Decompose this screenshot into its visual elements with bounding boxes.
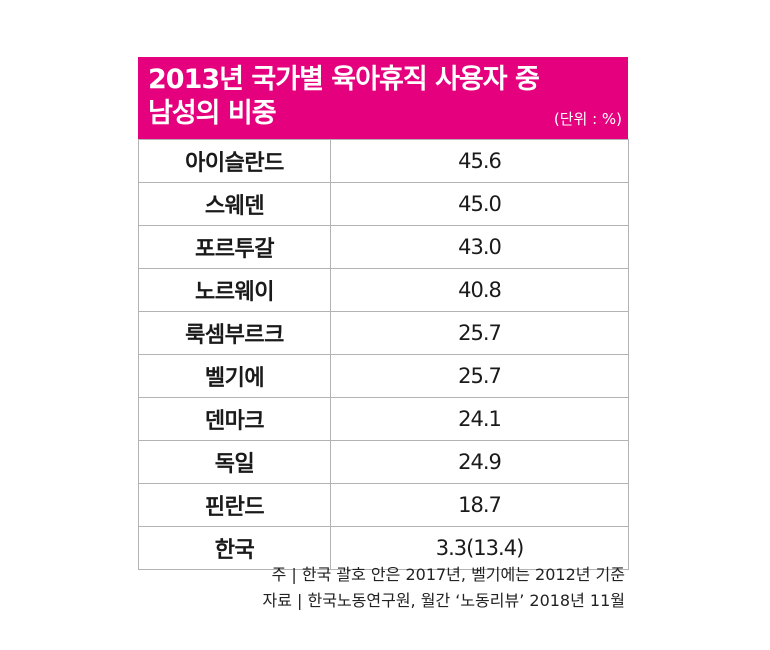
table-row: 룩셈부르크 25.7 xyxy=(138,311,629,355)
value-cell: 24.1 xyxy=(330,397,629,441)
table-row: 포르투갈 43.0 xyxy=(138,225,629,269)
table-row: 독일 24.9 xyxy=(138,440,629,484)
value-cell: 25.7 xyxy=(330,311,629,355)
value-cell: 3.3(13.4) xyxy=(330,526,629,570)
country-cell: 한국 xyxy=(138,526,331,570)
table-row: 노르웨이 40.8 xyxy=(138,268,629,312)
country-cell: 독일 xyxy=(138,440,331,484)
table-row: 벨기에 25.7 xyxy=(138,354,629,398)
country-cell: 덴마크 xyxy=(138,397,331,441)
chart-title: 2013년 국가별 육아휴직 사용자 중 남성의 비중 xyxy=(148,64,540,129)
value-cell: 45.0 xyxy=(330,182,629,226)
value-cell: 40.8 xyxy=(330,268,629,312)
table-header: 2013년 국가별 육아휴직 사용자 중 남성의 비중 (단위 : %) xyxy=(138,57,628,139)
value-cell: 24.9 xyxy=(330,440,629,484)
country-cell: 스웨덴 xyxy=(138,182,331,226)
footnote-source: 자료 | 한국노동연구원, 월간 ‘노동리뷰’ 2018년 11월 xyxy=(262,591,625,610)
country-cell: 아이슬란드 xyxy=(138,139,331,183)
unit-label: (단위 : %) xyxy=(553,110,622,128)
table-row: 덴마크 24.1 xyxy=(138,397,629,441)
footnote-note: 주 | 한국 괄호 안은 2017년, 벨기에는 2012년 기준 xyxy=(271,565,625,584)
country-cell: 포르투갈 xyxy=(138,225,331,269)
value-cell: 25.7 xyxy=(330,354,629,398)
table-row: 아이슬란드 45.6 xyxy=(138,139,629,183)
country-cell: 노르웨이 xyxy=(138,268,331,312)
footnotes: 주 | 한국 괄호 안은 2017년, 벨기에는 2012년 기준 자료 | 한… xyxy=(263,562,625,614)
country-cell: 룩셈부르크 xyxy=(138,311,331,355)
value-cell: 45.6 xyxy=(330,139,629,183)
table-row: 핀란드 18.7 xyxy=(138,483,629,527)
chart-card: 2013년 국가별 육아휴직 사용자 중 남성의 비중 (단위 : %) 아이슬… xyxy=(138,57,629,570)
table-row: 스웨덴 45.0 xyxy=(138,182,629,226)
value-cell: 43.0 xyxy=(330,225,629,269)
table-row: 한국 3.3(13.4) xyxy=(138,526,629,570)
value-cell: 18.7 xyxy=(330,483,629,527)
data-table: 아이슬란드 45.6 스웨덴 45.0 포르투갈 43.0 노르웨이 40.8 … xyxy=(138,139,629,570)
country-cell: 핀란드 xyxy=(138,483,331,527)
country-cell: 벨기에 xyxy=(138,354,331,398)
